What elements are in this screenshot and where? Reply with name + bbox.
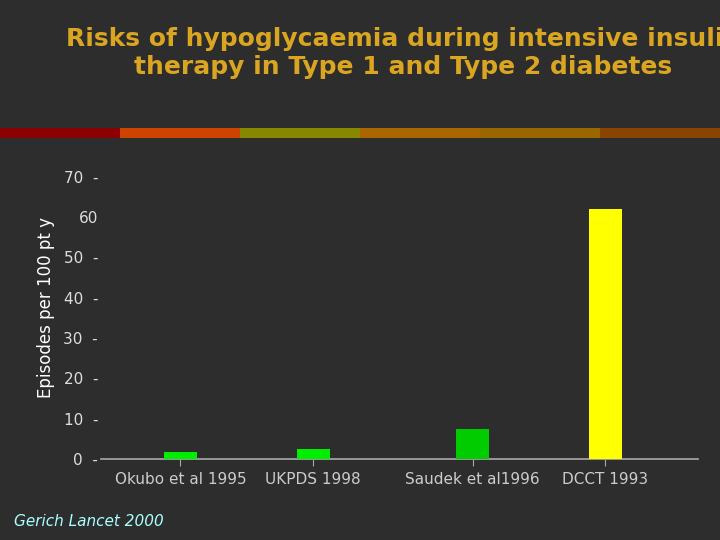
- Bar: [480, 128, 600, 138]
- Text: Gerich Lancet 2000: Gerich Lancet 2000: [14, 514, 164, 529]
- Text: Risks of hypoglycaemia during intensive insulin
therapy in Type 1 and Type 2 dia: Risks of hypoglycaemia during intensive …: [66, 27, 720, 79]
- Bar: [240, 128, 360, 138]
- Bar: [456, 429, 490, 459]
- Bar: [164, 452, 197, 459]
- Bar: [120, 128, 240, 138]
- Bar: [360, 128, 480, 138]
- Bar: [0, 128, 120, 138]
- Bar: [589, 209, 622, 459]
- Bar: [600, 128, 720, 138]
- Bar: [297, 449, 330, 459]
- Y-axis label: Episodes per 100 pt y: Episodes per 100 pt y: [37, 217, 55, 399]
